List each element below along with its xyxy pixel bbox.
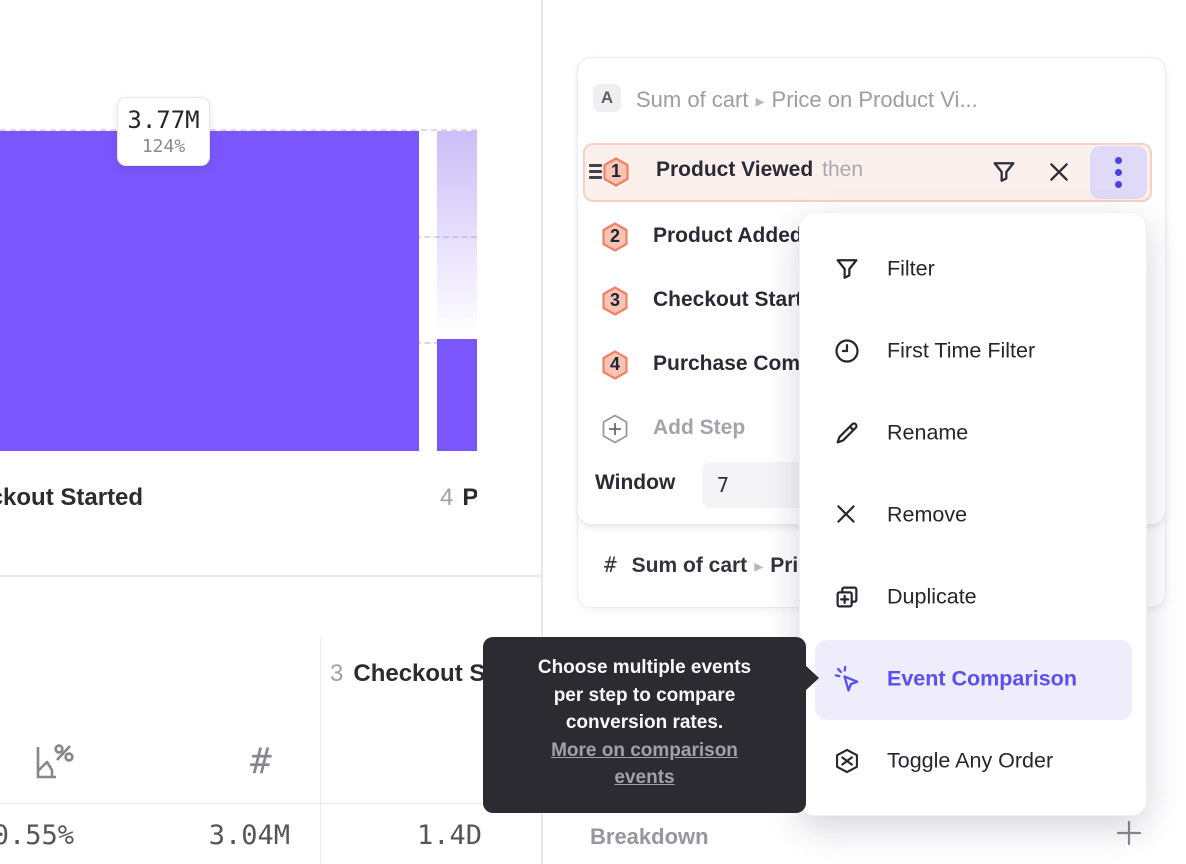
cell-count: 3.04M	[208, 820, 290, 851]
step-1-badge: 1	[602, 157, 630, 187]
metric-a-title[interactable]: Sum of cart ▸ Price on Product Vi...	[636, 87, 978, 112]
count-metric-icon: #	[604, 553, 617, 577]
cursor-sparks-icon	[833, 665, 861, 693]
comparison-events-link[interactable]: More on comparison events	[551, 739, 738, 789]
menu-item-first-time-filter[interactable]: First Time Filter	[800, 310, 1148, 392]
clock-icon	[833, 337, 861, 365]
add-breakdown-button[interactable]	[1114, 818, 1144, 848]
tooltip-value: 3.77M	[127, 106, 200, 134]
cell-conversion: 0.55%	[0, 820, 74, 851]
gridline	[415, 236, 477, 238]
more-options-button[interactable]	[1090, 146, 1147, 199]
table-divider-vertical	[320, 638, 321, 864]
add-step-label[interactable]: Add Step	[653, 416, 746, 439]
menu-item-filter[interactable]: Filter	[800, 228, 1148, 310]
window-label: Window	[595, 471, 676, 494]
menu-item-duplicate[interactable]: Duplicate	[800, 556, 1148, 638]
pencil-icon	[833, 419, 861, 447]
drag-handle-icon[interactable]	[589, 164, 602, 182]
cell-time: 1.4D	[416, 820, 482, 851]
info-tooltip: Choose multiple events per step to compa…	[483, 637, 806, 813]
step-1-label: Product Viewed then	[656, 158, 864, 181]
duplicate-icon	[833, 583, 861, 611]
menu-highlight	[815, 640, 1132, 720]
step-2-label[interactable]: Product Added	[653, 224, 803, 247]
section-divider	[0, 575, 541, 577]
step-options-menu: Filter First Time Filter Rename Remove D	[799, 212, 1147, 816]
filter-icon	[833, 255, 861, 283]
step-4-badge: 4	[601, 350, 629, 380]
funnel-bar-purchase-ghost[interactable]	[437, 131, 477, 336]
breakdown-label: Breakdown	[590, 824, 709, 849]
metric-a-badge: A	[593, 84, 621, 112]
gridline	[0, 129, 477, 131]
chevron-right-icon: ▸	[754, 556, 764, 576]
chevron-right-icon: ▸	[755, 91, 765, 111]
menu-item-rename[interactable]: Rename	[800, 392, 1148, 474]
table-divider-horizontal	[0, 803, 541, 804]
menu-item-remove[interactable]: Remove	[800, 474, 1148, 556]
menu-item-toggle-any-order[interactable]: Toggle Any Order	[800, 720, 1148, 802]
tooltip-percent: 124%	[141, 136, 186, 157]
filter-icon[interactable]	[990, 158, 1018, 191]
chart-value-tooltip: 3.77M 124%	[117, 97, 210, 166]
add-step-icon[interactable]	[601, 414, 629, 444]
funnel-bar-checkout-started[interactable]	[0, 131, 419, 451]
panel-divider	[541, 0, 543, 864]
hexagon-shuffle-icon	[833, 747, 861, 775]
conversion-rate-icon[interactable]	[34, 741, 74, 788]
step-3-badge: 3	[601, 286, 629, 316]
step-3-label[interactable]: Checkout Started	[653, 288, 827, 311]
close-icon[interactable]	[1046, 159, 1072, 190]
count-icon[interactable]: #	[250, 741, 272, 782]
menu-item-event-comparison[interactable]: Event Comparison	[800, 638, 1148, 720]
step-2-badge: 2	[601, 222, 629, 252]
funnel-bar-purchase-completed[interactable]	[437, 339, 477, 451]
x-icon	[833, 501, 861, 529]
tooltip-arrow	[805, 665, 819, 691]
